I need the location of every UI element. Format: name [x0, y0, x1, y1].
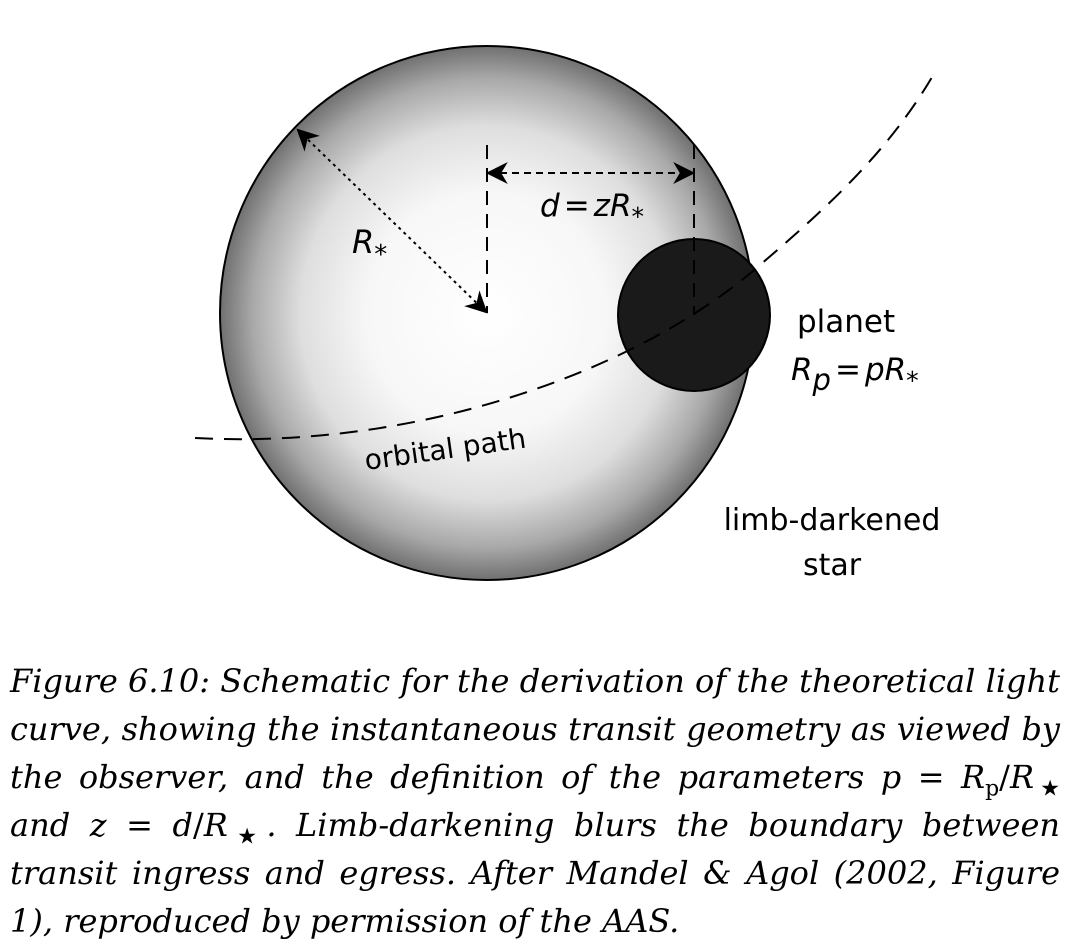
- distance-label: d = zR*: [540, 188, 644, 231]
- caption-and: and: [10, 806, 71, 844]
- radius-arrow: [296, 128, 488, 314]
- star-label-line2: star: [803, 548, 862, 583]
- figure-caption: Figure 6.10: Schematic for the derivatio…: [10, 657, 1060, 945]
- planet-label: planet: [797, 304, 895, 340]
- star-label-line1: limb-darkened: [724, 503, 941, 538]
- caption-suffix: Limb-darkening blurs the boundary betwee…: [10, 806, 1060, 940]
- radius-label: R*: [352, 223, 387, 270]
- planet-radius-label: Rp = pR*: [791, 352, 919, 397]
- caption-prefix: Figure 6.10: Schematic for the derivatio…: [10, 662, 1060, 796]
- caption-z-definition: z = d/R★.: [89, 806, 277, 850]
- orbital-path-curve: [194, 71, 936, 441]
- caption-p-definition: p = Rp/R★: [880, 758, 1061, 802]
- transit-diagram: R* d = zR* planet Rp = pR* orbital path limb…: [194, 45, 941, 583]
